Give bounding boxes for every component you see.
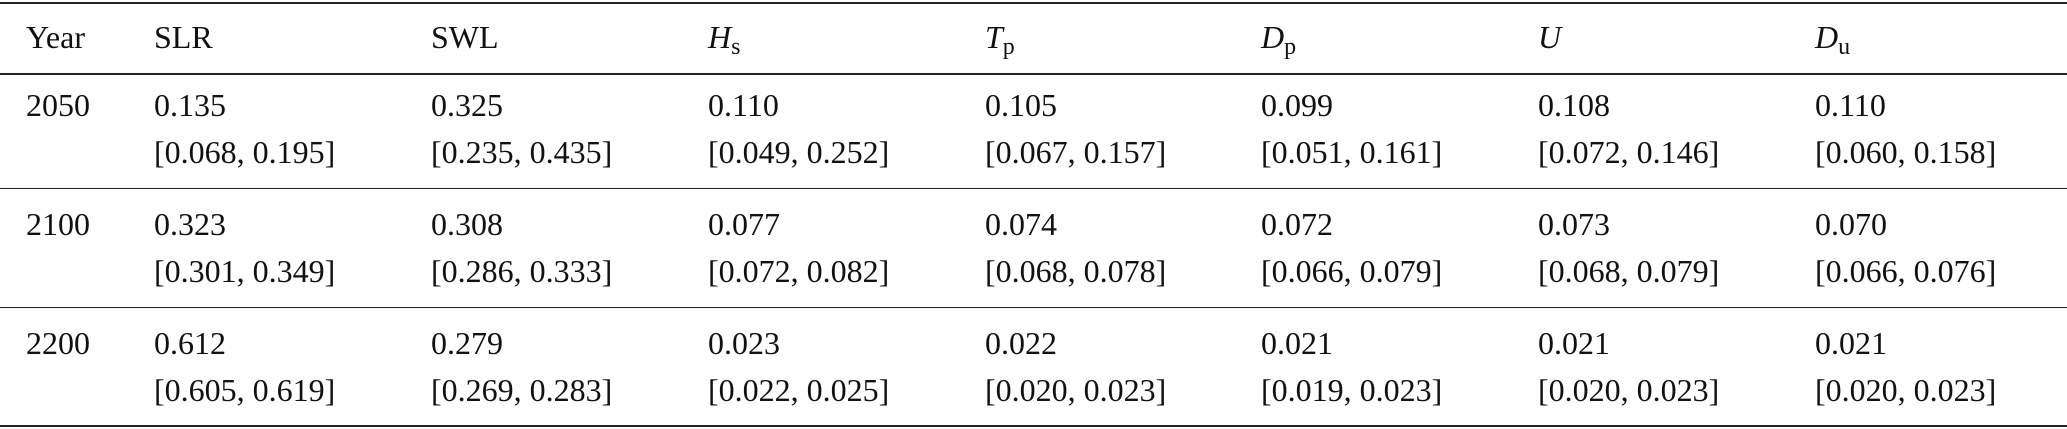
confidence-interval: [0.020, 0.023] (1538, 372, 1720, 408)
header-cell: U (1538, 21, 1561, 53)
confidence-interval: [0.605, 0.619] (154, 372, 336, 408)
confidence-interval: [0.269, 0.283] (431, 372, 613, 408)
confidence-interval: [0.072, 0.146] (1538, 134, 1720, 170)
estimate-value: 0.612 (154, 325, 226, 361)
confidence-interval: [0.068, 0.078] (985, 253, 1167, 289)
header-rule (0, 73, 2067, 75)
confidence-interval: [0.051, 0.161] (1261, 134, 1443, 170)
estimate-value: 0.105 (985, 87, 1057, 123)
confidence-interval: [0.066, 0.079] (1261, 253, 1443, 289)
confidence-interval: [0.060, 0.158] (1815, 134, 1997, 170)
confidence-interval: [0.067, 0.157] (985, 134, 1167, 170)
confidence-interval: [0.022, 0.025] (708, 372, 890, 408)
estimate-value: 0.021 (1261, 325, 1333, 361)
header-cell: Du (1815, 19, 1850, 59)
estimate-value: 0.308 (431, 206, 503, 242)
header-cell: Hs (708, 19, 740, 59)
estimate-value: 0.023 (708, 325, 780, 361)
header-cell: Year (26, 19, 85, 55)
header-symbol: D (1815, 19, 1839, 55)
estimate-value: 0.021 (1538, 325, 1610, 361)
estimate-value: 0.073 (1538, 206, 1610, 242)
confidence-interval: [0.068, 0.195] (154, 134, 336, 170)
estimate-value: 0.099 (1261, 87, 1333, 123)
header-cell: SLR (154, 19, 213, 55)
estimate-value: 0.323 (154, 206, 226, 242)
estimate-value: 0.325 (431, 87, 503, 123)
year-cell: 2100 (26, 206, 90, 242)
confidence-interval: [0.019, 0.023] (1261, 372, 1443, 408)
header-cell: Dp (1261, 19, 1296, 59)
row-rule (0, 188, 2067, 189)
estimate-value: 0.135 (154, 87, 226, 123)
year-cell: 2050 (26, 87, 90, 123)
confidence-interval: [0.235, 0.435] (431, 134, 613, 170)
confidence-interval: [0.049, 0.252] (708, 134, 890, 170)
bottom-rule (0, 425, 2067, 427)
confidence-interval: [0.286, 0.333] (431, 253, 613, 289)
header-symbol: U (1538, 19, 1562, 55)
confidence-interval: [0.020, 0.023] (1815, 372, 1997, 408)
header-cell: Tp (985, 19, 1015, 59)
confidence-interval: [0.068, 0.079] (1538, 253, 1720, 289)
estimate-value: 0.110 (1815, 87, 1886, 123)
row-rule (0, 307, 2067, 308)
confidence-interval: [0.072, 0.082] (708, 253, 890, 289)
estimate-value: 0.070 (1815, 206, 1887, 242)
estimate-value: 0.110 (708, 87, 779, 123)
estimate-value: 0.072 (1261, 206, 1333, 242)
header-subscript: u (1838, 34, 1851, 60)
header-subscript: p (1002, 34, 1015, 60)
estimate-value: 0.279 (431, 325, 503, 361)
estimate-value: 0.022 (985, 325, 1057, 361)
header-subscript: s (731, 34, 741, 60)
year-cell: 2200 (26, 325, 90, 361)
estimate-value: 0.108 (1538, 87, 1610, 123)
header-symbol: D (1261, 19, 1285, 55)
estimate-value: 0.021 (1815, 325, 1887, 361)
estimate-value: 0.074 (985, 206, 1057, 242)
header-symbol: H (708, 19, 732, 55)
confidence-interval: [0.066, 0.076] (1815, 253, 1997, 289)
estimate-value: 0.077 (708, 206, 780, 242)
confidence-interval: [0.020, 0.023] (985, 372, 1167, 408)
header-cell: SWL (431, 19, 499, 55)
header-subscript: p (1284, 34, 1297, 60)
confidence-interval: [0.301, 0.349] (154, 253, 336, 289)
top-rule (0, 2, 2067, 4)
header-symbol: T (985, 19, 1003, 55)
